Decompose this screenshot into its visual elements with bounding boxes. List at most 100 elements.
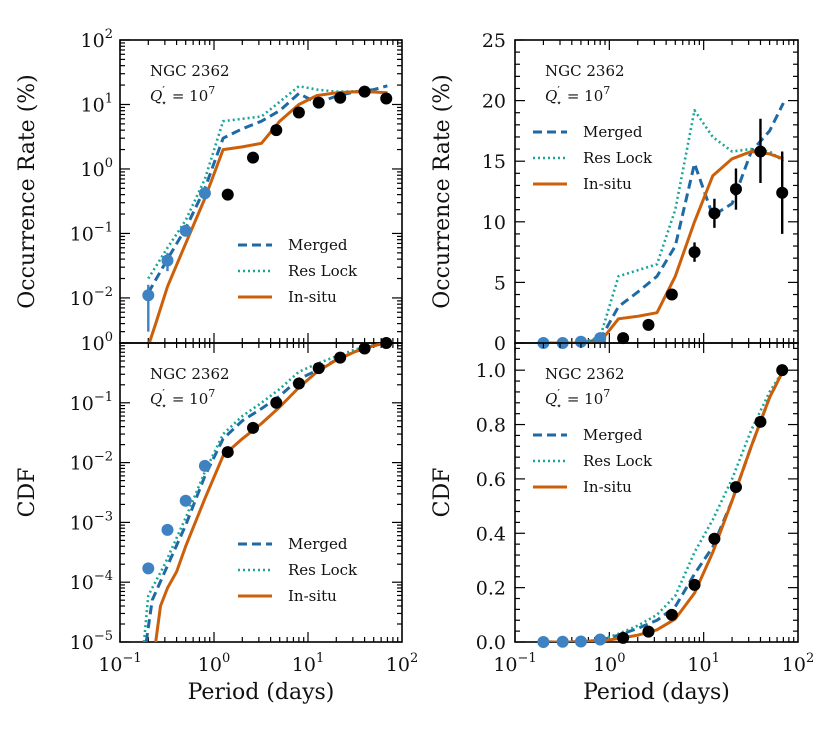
series-line-res-lock bbox=[543, 109, 785, 343]
y-tick-label: 0.2 bbox=[476, 578, 506, 600]
x-tick-label-base: 10 bbox=[687, 654, 711, 676]
annotation-q: Q′ ⋆ = 107 bbox=[150, 84, 215, 109]
observed-points bbox=[142, 337, 393, 575]
y-tick-label-exponent: 0 bbox=[105, 156, 113, 171]
series-group bbox=[543, 102, 785, 343]
data-point bbox=[708, 207, 721, 220]
x-tick-label: 102 bbox=[386, 651, 418, 676]
annotation-q-eq: = 10 bbox=[167, 390, 208, 408]
annotation-q: Q′ ⋆ = 107 bbox=[545, 387, 610, 412]
y-tick-label: 0 bbox=[494, 333, 506, 355]
x-tick-label-base: 10 bbox=[493, 654, 517, 676]
y-tick-label-base: 10 bbox=[70, 288, 94, 310]
legend: Merged Res Lock In-situ bbox=[238, 535, 358, 605]
data-point bbox=[754, 145, 767, 158]
data-point bbox=[142, 289, 155, 302]
annotation-q-prime: ′ bbox=[162, 387, 165, 400]
y-axis-label: CDF bbox=[430, 468, 455, 518]
data-point bbox=[161, 254, 174, 267]
data-point bbox=[688, 578, 701, 591]
y-tick-label: 100 bbox=[81, 330, 113, 355]
annotation-q-prime: ′ bbox=[162, 84, 165, 97]
observed-points bbox=[537, 118, 789, 349]
y-tick-label: 10−5 bbox=[70, 629, 113, 654]
series-line-in-situ bbox=[147, 90, 388, 343]
data-point bbox=[312, 362, 325, 375]
legend-label: Merged bbox=[583, 123, 643, 141]
y-tick-label: 1.0 bbox=[476, 360, 506, 382]
data-point bbox=[358, 342, 371, 355]
x-tick-label-base: 10 bbox=[292, 654, 316, 676]
legend: Merged Res Lock In-situ bbox=[533, 123, 653, 193]
data-point bbox=[221, 188, 234, 201]
data-point bbox=[642, 625, 655, 638]
legend-label: Merged bbox=[288, 535, 348, 553]
series-group bbox=[543, 369, 785, 642]
annotation-q-sub: ⋆ bbox=[556, 98, 562, 109]
y-tick-label: 0.6 bbox=[476, 469, 506, 491]
x-tick-label-exponent: 0 bbox=[617, 651, 625, 666]
data-point bbox=[179, 224, 192, 237]
x-tick-label-base: 10 bbox=[198, 654, 222, 676]
y-tick-label: 10−1 bbox=[70, 220, 113, 245]
panel-frame bbox=[514, 342, 799, 643]
data-point bbox=[729, 183, 742, 196]
series-line-in-situ bbox=[543, 369, 785, 642]
x-tick-label-base: 10 bbox=[386, 654, 410, 676]
annotation-q-symbol: Q bbox=[150, 390, 162, 408]
y-tick-label: 10−1 bbox=[70, 390, 113, 415]
data-point bbox=[665, 608, 678, 621]
y-tick-label: 0.4 bbox=[476, 523, 506, 545]
data-point bbox=[292, 106, 305, 119]
data-point bbox=[221, 446, 234, 459]
x-tick-label-exponent: 0 bbox=[222, 651, 230, 666]
y-tick-label-base: 10 bbox=[70, 393, 94, 415]
annotation-q-sub: ⋆ bbox=[161, 98, 167, 109]
panel-tr: 0 5 10 15 20 25 Occurrence Rate (%) NGC 2362 Q′ ⋆… bbox=[430, 30, 799, 355]
y-tick-label: 10−4 bbox=[70, 569, 113, 594]
annotation-q-symbol: Q bbox=[150, 87, 162, 105]
legend: Merged Res Lock In-situ bbox=[533, 426, 653, 496]
data-point bbox=[594, 633, 607, 646]
legend-label: In-situ bbox=[583, 478, 632, 496]
annotation-q-sub: ⋆ bbox=[161, 401, 167, 412]
y-axis-label: Occurrence Rate (%) bbox=[430, 74, 455, 309]
y-tick-label: 20 bbox=[482, 91, 506, 113]
x-tick-label: 102 bbox=[782, 651, 814, 676]
legend-label: Res Lock bbox=[583, 149, 653, 167]
data-point bbox=[665, 288, 678, 301]
annotation-title: NGC 2362 bbox=[150, 62, 230, 80]
y-ticks bbox=[515, 39, 798, 344]
data-point bbox=[688, 246, 701, 259]
y-tick-label-base: 10 bbox=[70, 223, 94, 245]
data-point bbox=[312, 96, 325, 109]
data-point bbox=[334, 351, 347, 364]
series-line-res-lock bbox=[543, 369, 785, 642]
x-tick-label: 10−1 bbox=[98, 651, 141, 676]
series-line-merged bbox=[543, 102, 785, 343]
data-point bbox=[754, 415, 767, 428]
panel-br: 10−1 100 101 1020.00.20.40.60.81.0CDFPeriod… bbox=[430, 342, 814, 705]
y-tick-label-exponent: 2 bbox=[105, 27, 113, 42]
data-point bbox=[179, 494, 192, 507]
annotation-q-sub: ⋆ bbox=[556, 401, 562, 412]
x-tick-label-exponent: 2 bbox=[806, 651, 814, 666]
data-point bbox=[556, 635, 569, 648]
y-tick-label: 10−3 bbox=[70, 509, 113, 534]
series-group bbox=[146, 84, 388, 343]
data-point bbox=[247, 151, 260, 164]
y-tick-label: 10 bbox=[482, 212, 506, 234]
y-tick-label: 101 bbox=[81, 91, 113, 116]
legend-label: Merged bbox=[288, 236, 348, 254]
y-tick-label-base: 10 bbox=[81, 333, 105, 355]
y-tick-label-exponent: −4 bbox=[94, 569, 113, 584]
data-point bbox=[617, 631, 630, 644]
y-tick-label-base: 10 bbox=[81, 159, 105, 181]
data-point bbox=[729, 481, 742, 494]
data-point bbox=[292, 377, 305, 390]
x-tick-label-exponent: −1 bbox=[518, 651, 537, 666]
data-point bbox=[142, 562, 155, 575]
data-point bbox=[270, 396, 283, 409]
y-tick-label-base: 10 bbox=[81, 30, 105, 52]
